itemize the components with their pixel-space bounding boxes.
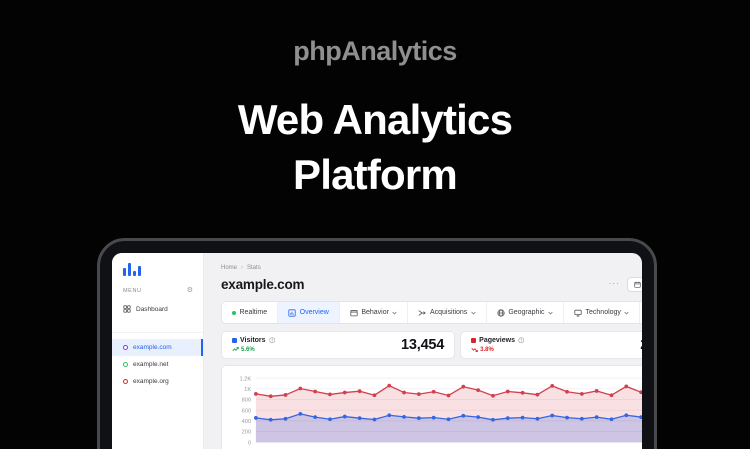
more-options-button[interactable]: ··· — [608, 279, 620, 288]
menu-label: MENU — [123, 287, 142, 294]
svg-text:1.2K: 1.2K — [239, 376, 251, 382]
visitors-series-swatch — [232, 338, 237, 343]
chevron-down-icon — [392, 311, 398, 314]
stat-label: Visitors — [240, 337, 266, 344]
globe-icon — [497, 308, 505, 317]
breadcrumb-current: Stats — [247, 265, 261, 271]
breadcrumb-home-link[interactable]: Home — [221, 265, 238, 271]
title-row: example.com ··· Last 30 days — [221, 275, 642, 293]
hero: phpAnalytics Web Analytics Platform — [0, 0, 750, 202]
dashboard-grid-icon — [123, 305, 131, 313]
stat-label: Pageviews — [479, 337, 515, 344]
tab-label: Acquisitions — [429, 309, 468, 316]
tab-realtime[interactable]: Realtime — [222, 302, 279, 323]
stat-trend: 5.6% — [232, 346, 275, 353]
calendar-icon — [633, 281, 641, 288]
site-label: example.com — [133, 344, 172, 351]
svg-text:600: 600 — [242, 408, 251, 414]
trend-value: 5.6% — [241, 346, 255, 353]
chevron-down-icon — [471, 311, 476, 314]
stat-info: Visitors 5.6% — [232, 337, 275, 353]
tab-label: Technology — [585, 309, 621, 316]
sidebar-site-example-org[interactable]: example.org — [112, 373, 203, 390]
pageviews-value: 29,045 — [640, 337, 642, 353]
app-screen: MENU ⚙ Dashboard example.com — [112, 253, 642, 449]
tab-events[interactable]: Events — [640, 302, 642, 323]
stat-info: Pageviews 3.8% — [471, 337, 525, 353]
behavior-window-icon — [350, 309, 358, 316]
chevron-down-icon — [548, 311, 553, 314]
pageviews-stat-card[interactable]: Pageviews 3.8% — [460, 331, 642, 359]
sidebar-sites-list: example.com example.net example.org — [112, 332, 203, 390]
tab-label: Overview — [299, 309, 329, 316]
sidebar-menu-header: MENU ⚙ — [123, 287, 193, 294]
stat-label-row: Pageviews — [471, 337, 525, 344]
gear-icon[interactable]: ⚙ — [186, 287, 193, 294]
site-badge-icon — [123, 362, 128, 367]
device-frame: MENU ⚙ Dashboard example.com — [97, 238, 657, 449]
tab-label: Realtime — [239, 309, 268, 316]
svg-text:0: 0 — [248, 440, 251, 446]
tab-overview[interactable]: Overview — [278, 302, 340, 323]
stat-label-row: Visitors — [232, 337, 275, 344]
pageviews-series-swatch — [471, 338, 477, 343]
trend-up-icon — [232, 346, 239, 352]
main-content: Home › Stats example.com ··· Last 30 day… — [204, 253, 642, 449]
trend-value: 3.8% — [480, 346, 494, 353]
sidebar-site-example-com[interactable]: example.com — [112, 339, 203, 356]
tab-behavior[interactable]: Behavior — [340, 302, 409, 323]
sidebar-item-label: Dashboard — [136, 305, 168, 313]
stat-trend: 3.8% — [471, 346, 524, 353]
svg-text:200: 200 — [242, 430, 251, 436]
svg-text:400: 400 — [242, 419, 251, 425]
site-badge-icon — [123, 345, 128, 350]
svg-text:1K: 1K — [244, 387, 251, 393]
site-label: example.org — [133, 378, 169, 385]
svg-text:800: 800 — [242, 398, 251, 404]
overview-chart-icon — [288, 308, 296, 317]
monitor-icon — [574, 309, 582, 316]
brand-logo-text: phpAnalytics — [293, 36, 457, 66]
tab-label: Geographic — [508, 309, 545, 316]
tab-bar: Realtime Overview Behavior — [221, 301, 642, 324]
live-dot-icon — [232, 310, 236, 315]
sidebar-site-example-net[interactable]: example.net — [112, 356, 203, 373]
tab-acquisitions[interactable]: Acquisitions — [408, 302, 487, 323]
page-headline: Web Analytics Platform — [0, 93, 750, 202]
tab-label: Behavior — [361, 309, 389, 316]
sidebar-item-dashboard[interactable]: Dashboard — [112, 300, 203, 318]
headline-line-1: Web Analytics — [237, 96, 513, 143]
site-label: example.net — [133, 361, 169, 368]
chevron-down-icon — [624, 311, 630, 314]
visitors-value: 13,454 — [401, 337, 445, 353]
tab-technology[interactable]: Technology — [564, 302, 641, 323]
page-title: example.com — [221, 276, 305, 292]
info-icon[interactable] — [518, 337, 525, 344]
info-icon[interactable] — [268, 337, 276, 344]
stats-row: Visitors 5.6% — [221, 331, 642, 359]
tab-geographic[interactable]: Geographic — [487, 302, 565, 323]
headline-line-2: Platform — [293, 150, 458, 198]
app-logo-icon — [123, 262, 203, 276]
trend-down-icon — [471, 347, 478, 353]
sidebar: MENU ⚙ Dashboard example.com — [112, 253, 204, 449]
breadcrumb-separator-icon: › — [241, 265, 244, 271]
breadcrumb: Home › Stats — [221, 265, 642, 271]
acquisitions-arrows-icon — [419, 309, 427, 316]
site-badge-icon — [123, 379, 128, 384]
visitors-stat-card[interactable]: Visitors 5.6% — [221, 331, 456, 359]
date-range-button[interactable]: Last 30 days — [626, 276, 642, 292]
title-actions: ··· Last 30 days — [608, 276, 642, 292]
